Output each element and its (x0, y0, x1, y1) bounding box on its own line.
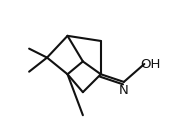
Text: OH: OH (140, 58, 160, 71)
Text: N: N (119, 84, 129, 97)
